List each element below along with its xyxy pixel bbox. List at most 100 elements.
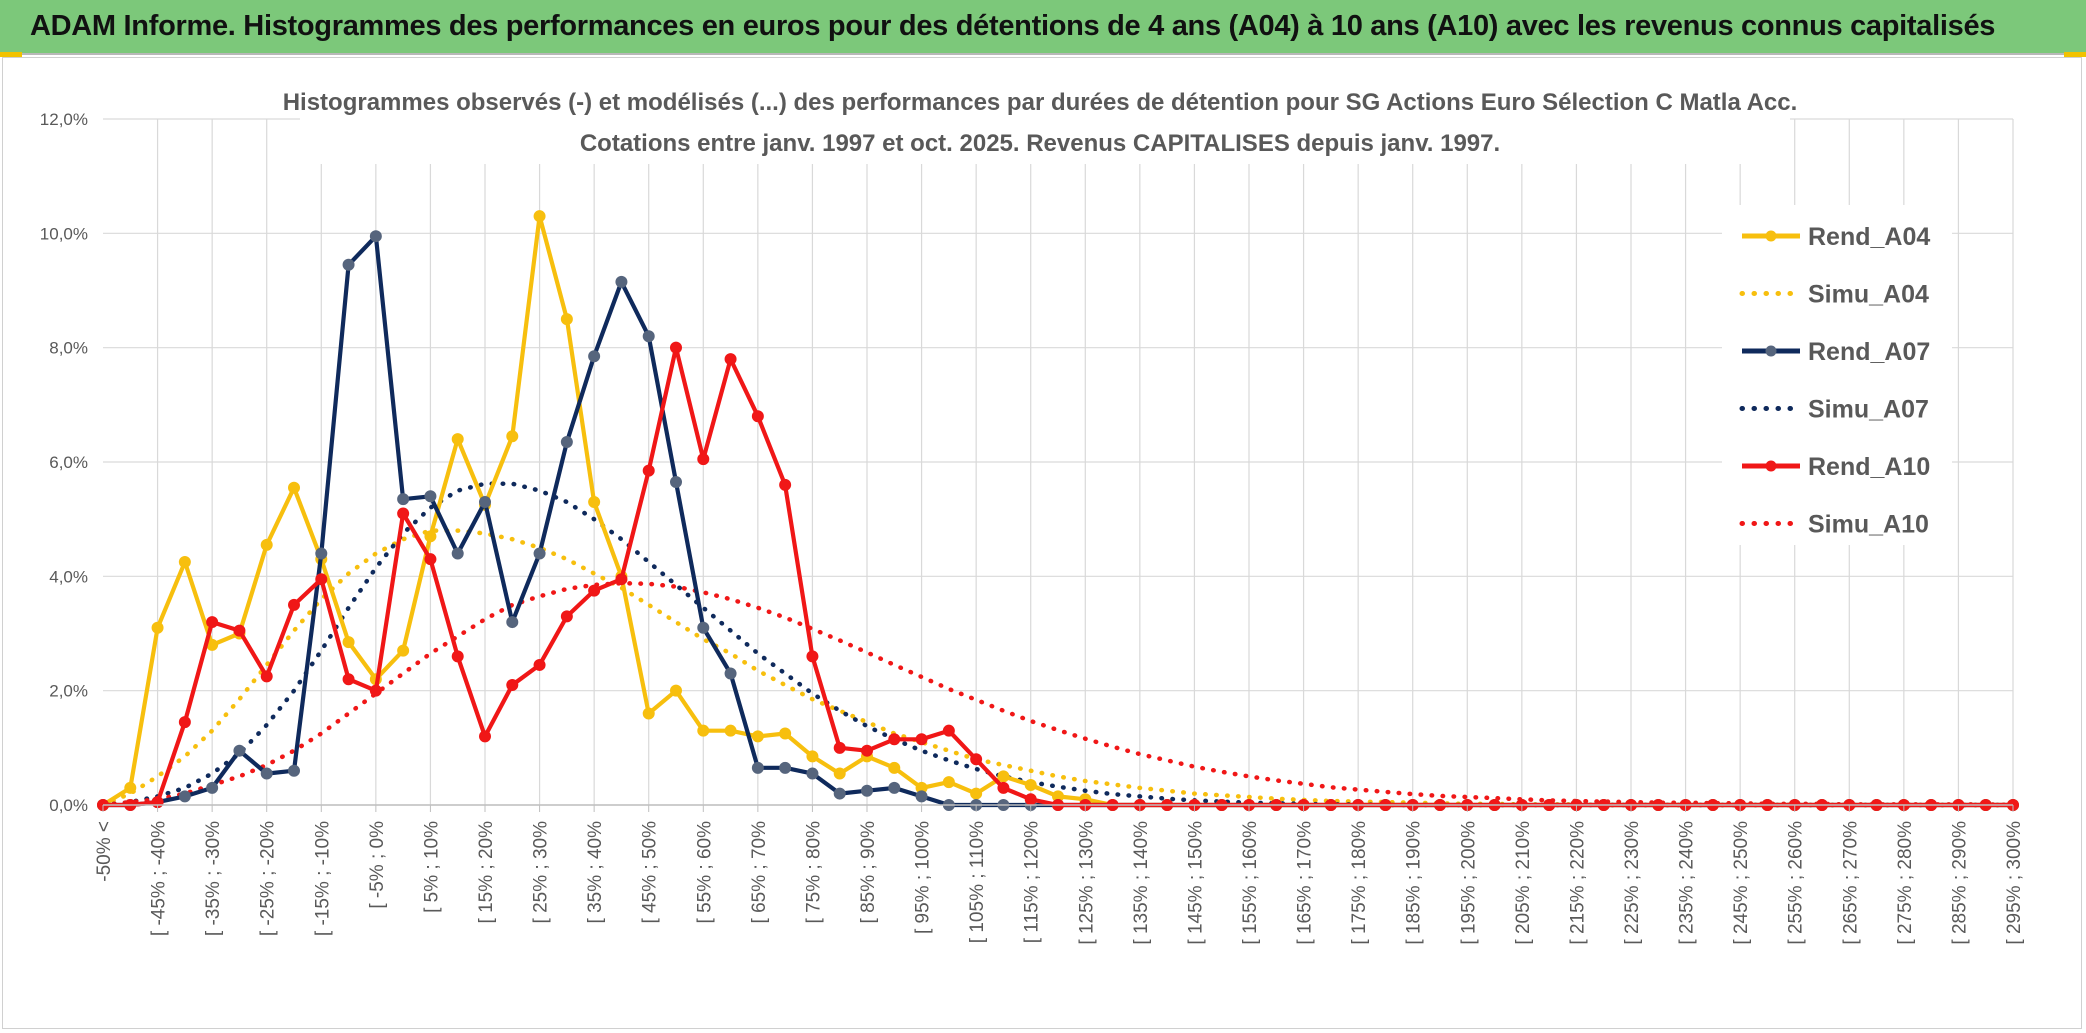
x-tick-label: [ 225% ; 230% [1622, 821, 1643, 945]
data-point [260, 767, 273, 780]
y-tick-label: 8,0% [49, 339, 88, 358]
y-tick-label: 6,0% [49, 453, 88, 472]
chart-frame [2, 57, 2082, 1029]
data-point [751, 730, 764, 743]
legend-marker [1765, 230, 1777, 242]
y-tick-label: 2,0% [49, 682, 88, 701]
x-tick-label: [ 285% ; 290% [1949, 821, 1970, 945]
legend: Rend_A04 Simu_A04 Rend_A07 Simu_A07 Rend_A10… [1722, 205, 1952, 545]
data-point [397, 493, 410, 506]
legend-label: Simu_A04 [1808, 281, 1929, 309]
x-tick-label: [ 215% ; 220% [1567, 821, 1588, 945]
data-point [888, 781, 901, 794]
banner-title: ADAM Informe. Histogrammes des performan… [30, 10, 1996, 42]
chart-title: Histogrammes observés (-) et modélisés (… [283, 89, 1798, 116]
legend-label: Rend_A07 [1808, 338, 1930, 366]
data-point [751, 410, 764, 423]
banner-corner-right [2064, 52, 2086, 57]
data-point [615, 275, 628, 288]
data-point [206, 781, 219, 794]
x-tick-label: [ 205% ; 210% [1513, 821, 1534, 945]
x-tick-label: [ -5% ; 0% [367, 821, 388, 909]
y-tick-label: 0,0% [49, 796, 88, 815]
data-point [479, 496, 491, 509]
data-point [424, 530, 437, 543]
data-point [779, 761, 792, 774]
data-point [506, 616, 519, 629]
data-point [451, 433, 464, 446]
data-point [588, 350, 601, 363]
data-point [397, 507, 410, 520]
banner-corner-left [0, 52, 22, 57]
x-tick-label: [ 145% ; 150% [1185, 821, 1206, 945]
data-point [178, 790, 191, 803]
data-point [288, 598, 300, 611]
x-tick-label: [ 25% ; 30% [531, 821, 552, 924]
x-tick-label: [ 45% ; 50% [640, 821, 661, 924]
data-point [670, 684, 682, 697]
data-point [1024, 793, 1037, 806]
x-tick-label: [ 255% ; 260% [1786, 821, 1807, 945]
x-tick-label: [ 105% ; 110% [967, 821, 988, 943]
data-point [970, 753, 983, 766]
data-point [178, 716, 191, 729]
data-point [588, 584, 601, 597]
x-tick-label: [ 115% ; 120% [1022, 821, 1043, 943]
data-point [451, 650, 464, 663]
data-point [724, 667, 737, 680]
data-point [533, 547, 546, 560]
title-banner: ADAM Informe. Histogrammes des performan… [0, 0, 2086, 55]
data-point [642, 464, 655, 477]
legend-label: Rend_A04 [1808, 223, 1930, 251]
x-tick-label: [ 65% ; 70% [749, 821, 770, 924]
data-point [342, 636, 355, 649]
data-point [451, 547, 464, 560]
x-tick-label: [ -45% ; -40% [149, 821, 170, 936]
data-point [1024, 778, 1037, 791]
x-tick-label: [ 15% ; 20% [476, 821, 497, 924]
legend-item-Simu_A10: Simu_A10 [1739, 511, 1929, 539]
x-tick-label: [ 35% ; 40% [585, 821, 606, 924]
legend-box [1722, 205, 1952, 545]
data-point [724, 724, 737, 737]
x-tick-label: [ -35% ; -30% [203, 821, 224, 936]
data-point [533, 658, 546, 671]
data-point [915, 733, 928, 746]
data-point [833, 767, 846, 780]
data-point [342, 258, 355, 271]
x-tick-label: [ 135% ; 140% [1131, 821, 1152, 945]
x-tick-label: [ 185% ; 190% [1404, 821, 1425, 945]
chart-subtitle: Cotations entre janv. 1997 et oct. 2025.… [580, 130, 1500, 157]
x-tick-label: [ 175% ; 180% [1349, 821, 1370, 945]
data-point [369, 230, 382, 243]
legend-item-Rend_A04: Rend_A04 [1742, 223, 1930, 251]
data-point [970, 787, 983, 800]
x-tick-label: [ 5% ; 10% [421, 821, 442, 913]
legend-label: Simu_A10 [1808, 511, 1929, 539]
data-point [942, 776, 955, 789]
data-point [997, 770, 1010, 783]
data-point [779, 727, 792, 740]
data-point [697, 621, 710, 634]
data-point [861, 784, 873, 797]
data-point [588, 496, 601, 509]
data-point [206, 616, 219, 629]
axis-layer: 0,0% 2,0% 4,0% 6,0% 8,0% 10,0% 12,0% -50% < [ -4… [40, 110, 2025, 945]
x-tick-label: -50% < [94, 821, 115, 882]
x-tick-label: [ 265% ; 270% [1840, 821, 1861, 945]
data-point [178, 556, 191, 569]
x-tick-label: [ 75% ; 80% [803, 821, 824, 924]
data-point [697, 453, 710, 466]
data-point [915, 790, 928, 803]
title-backdrop [300, 78, 1790, 164]
data-point [833, 787, 846, 800]
data-point [997, 781, 1010, 794]
x-tick-label: [ 155% ; 160% [1240, 821, 1261, 945]
data-point [288, 481, 300, 494]
data-point [424, 553, 437, 566]
data-point [342, 673, 355, 686]
data-point [806, 650, 819, 663]
legend-marker [1765, 460, 1777, 472]
data-point [560, 610, 573, 623]
